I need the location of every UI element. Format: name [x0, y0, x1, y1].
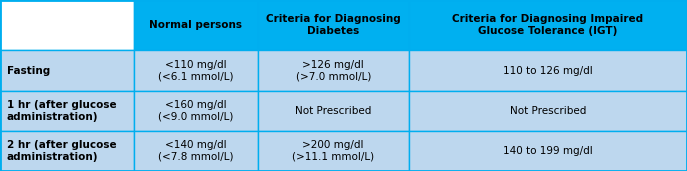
Text: Not Prescribed: Not Prescribed: [295, 106, 372, 116]
Text: 110 to 126 mg/dl: 110 to 126 mg/dl: [503, 65, 593, 76]
Bar: [258, 91, 409, 131]
Bar: [0, 91, 134, 131]
Text: 140 to 199 mg/dl: 140 to 199 mg/dl: [503, 146, 593, 156]
Bar: [134, 91, 258, 131]
Bar: [409, 91, 687, 131]
Bar: [0, 0, 134, 50]
Bar: [134, 50, 258, 91]
Text: <140 mg/dl
(<7.8 mmol/L): <140 mg/dl (<7.8 mmol/L): [158, 140, 234, 162]
Text: >200 mg/dl
(>11.1 mmol/L): >200 mg/dl (>11.1 mmol/L): [292, 140, 374, 162]
Bar: [258, 131, 409, 171]
Text: 2 hr (after glucose
administration): 2 hr (after glucose administration): [7, 140, 117, 162]
Bar: [0, 131, 134, 171]
Text: Criteria for Diagnosing
Diabetes: Criteria for Diagnosing Diabetes: [266, 14, 401, 36]
Text: Normal persons: Normal persons: [149, 20, 243, 30]
Text: <110 mg/dl
(<6.1 mmol/L): <110 mg/dl (<6.1 mmol/L): [158, 60, 234, 81]
Bar: [258, 0, 409, 50]
Bar: [409, 131, 687, 171]
Text: Criteria for Diagnosing Impaired
Glucose Tolerance (IGT): Criteria for Diagnosing Impaired Glucose…: [452, 14, 644, 36]
Text: Not Prescribed: Not Prescribed: [510, 106, 586, 116]
Bar: [134, 0, 258, 50]
Bar: [409, 50, 687, 91]
Bar: [134, 131, 258, 171]
Text: >126 mg/dl
(>7.0 mmol/L): >126 mg/dl (>7.0 mmol/L): [295, 60, 371, 81]
Bar: [258, 50, 409, 91]
Text: Fasting: Fasting: [7, 65, 50, 76]
Text: <160 mg/dl
(<9.0 mmol/L): <160 mg/dl (<9.0 mmol/L): [158, 100, 234, 122]
Text: 1 hr (after glucose
administration): 1 hr (after glucose administration): [7, 100, 117, 122]
Bar: [0, 50, 134, 91]
Bar: [409, 0, 687, 50]
